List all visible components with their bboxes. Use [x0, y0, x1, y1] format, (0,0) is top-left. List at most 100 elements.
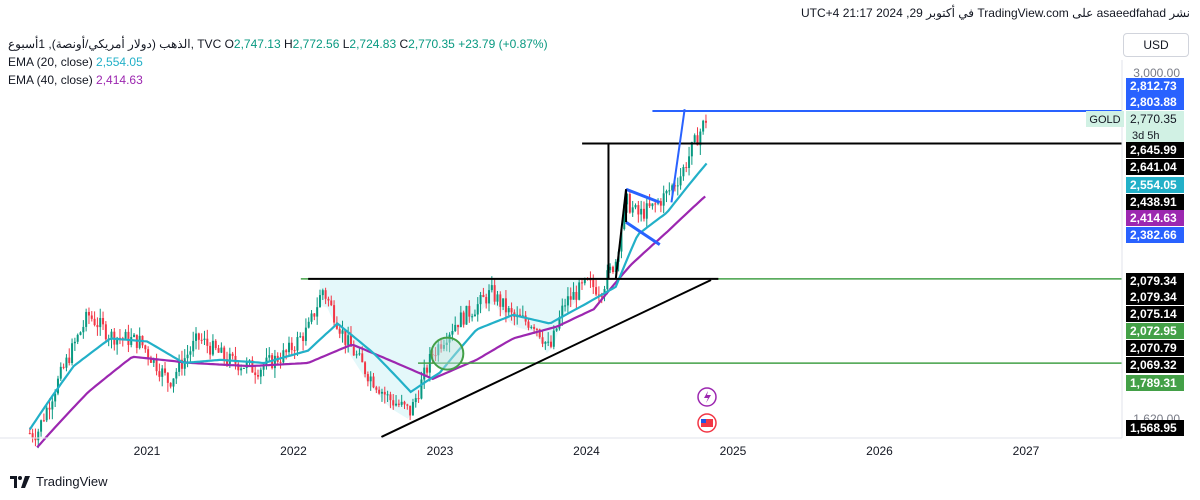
candle-body: [420, 379, 423, 399]
candle-body: [279, 361, 282, 363]
candle-body: [704, 120, 707, 123]
candle-body: [623, 204, 626, 230]
candle-body: [99, 318, 102, 328]
candle-body: [42, 420, 45, 422]
price-label-badge[interactable]: [1126, 306, 1184, 322]
candle-body: [104, 324, 107, 340]
price-label-badge[interactable]: [1126, 273, 1184, 289]
currency-button[interactable]: USD: [1123, 33, 1189, 57]
candle-body: [544, 341, 547, 344]
x-tick-label: 2021: [134, 444, 161, 458]
flag-pole[interactable]: [614, 189, 628, 279]
candle-body: [578, 282, 581, 300]
candle-body: [414, 398, 417, 403]
candle-body: [330, 300, 333, 306]
us-flag-glyph: [701, 419, 713, 427]
candle-body: [375, 387, 378, 390]
candle-body: [451, 331, 454, 335]
price-label-badge[interactable]: [1126, 177, 1184, 193]
x-tick-label: 2023: [427, 444, 454, 458]
countdown-text: 3d 5h: [1132, 130, 1160, 142]
candle-body: [369, 376, 372, 382]
candle-body: [152, 358, 155, 363]
flag-lower[interactable]: [625, 220, 661, 246]
candle-body: [175, 371, 178, 379]
candle-body: [352, 346, 355, 356]
candle-body: [68, 357, 71, 364]
ema20-row[interactable]: EMA (20, close) 2,554.05: [8, 53, 548, 71]
rising-trendline[interactable]: [380, 279, 712, 438]
candle-body: [626, 193, 629, 205]
candle-body: [651, 203, 654, 207]
symbol-name[interactable]: الذهب (دولار أمريكي/أونصة), 1أسبوع, TVC: [8, 37, 222, 51]
high-value: 2,772.56: [292, 37, 340, 51]
candle-body: [228, 353, 231, 364]
ema40-row[interactable]: EMA (40, close) 2,414.63: [8, 71, 548, 89]
candle-body: [642, 208, 645, 219]
candle-body: [702, 120, 705, 132]
price-label-badge[interactable]: [1126, 142, 1184, 158]
price-label-badge[interactable]: [1126, 340, 1184, 356]
candle-body: [634, 205, 637, 208]
candle-body: [552, 330, 555, 347]
price-label-text: 2,645.99: [1130, 143, 1177, 157]
candle-body: [476, 304, 479, 315]
ema40-label: EMA (40, close): [8, 73, 93, 87]
high-label: H: [283, 37, 293, 51]
price-label-badge[interactable]: [1126, 375, 1184, 391]
footer-brand: TradingView: [10, 474, 108, 489]
candle-body: [59, 366, 62, 379]
price-label-badge[interactable]: [1126, 289, 1184, 305]
candle-body: [259, 369, 262, 377]
price-label-badge[interactable]: [1126, 159, 1184, 175]
candle-body: [423, 367, 426, 380]
candle-body: [290, 342, 293, 351]
crossover-circle[interactable]: [430, 336, 465, 371]
price-label-badge[interactable]: [1126, 357, 1184, 373]
candle-body: [558, 317, 561, 329]
price-label-badge[interactable]: [1126, 194, 1184, 210]
flag-upper[interactable]: [625, 187, 661, 204]
ema20-label: EMA (20, close): [8, 55, 93, 69]
candle-body: [676, 185, 679, 187]
price-label-text: 1,789.31: [1130, 376, 1177, 390]
candle-body: [493, 285, 496, 302]
candle-body: [87, 311, 90, 316]
candle-body: [349, 335, 352, 347]
candle-body: [262, 365, 265, 370]
candle-body: [273, 355, 276, 369]
candle-body: [648, 203, 651, 207]
candle-body: [158, 371, 161, 377]
price-label-badge[interactable]: [1126, 227, 1184, 243]
candle-body: [597, 294, 600, 296]
candle-body: [659, 201, 662, 206]
price-label-badge[interactable]: [1126, 210, 1184, 226]
price-chart[interactable]: 2021 2022 2023 2024 2025 2026 20273,000.001,62…: [0, 0, 1200, 470]
candle-body: [502, 298, 505, 307]
x-tick-label: 2027: [1013, 444, 1040, 458]
price-label-badge[interactable]: [1126, 323, 1184, 339]
candle-body: [499, 294, 502, 307]
candle-body: [338, 328, 341, 334]
candle-body: [614, 261, 617, 272]
candle-body: [696, 135, 699, 146]
candle-body: [172, 378, 175, 387]
price-label-badge[interactable]: [1126, 94, 1184, 110]
candle-body: [372, 376, 375, 388]
candle-body: [628, 193, 631, 213]
price-label-badge[interactable]: [1126, 78, 1184, 94]
last-price-badge[interactable]: [1126, 111, 1184, 143]
candle-body: [195, 333, 198, 341]
candle-body: [490, 285, 493, 291]
candle-body: [93, 318, 96, 326]
price-label-badge[interactable]: [1126, 420, 1184, 436]
candle-body: [631, 207, 634, 213]
candle-body: [527, 321, 530, 328]
candle-body: [645, 203, 648, 219]
candle-body: [496, 294, 499, 302]
ema20-line[interactable]: [28, 162, 708, 431]
breakout-arrow[interactable]: [670, 109, 686, 203]
candle-body: [361, 353, 364, 363]
candle-body: [679, 176, 682, 186]
lightning-glyph: [704, 391, 711, 403]
